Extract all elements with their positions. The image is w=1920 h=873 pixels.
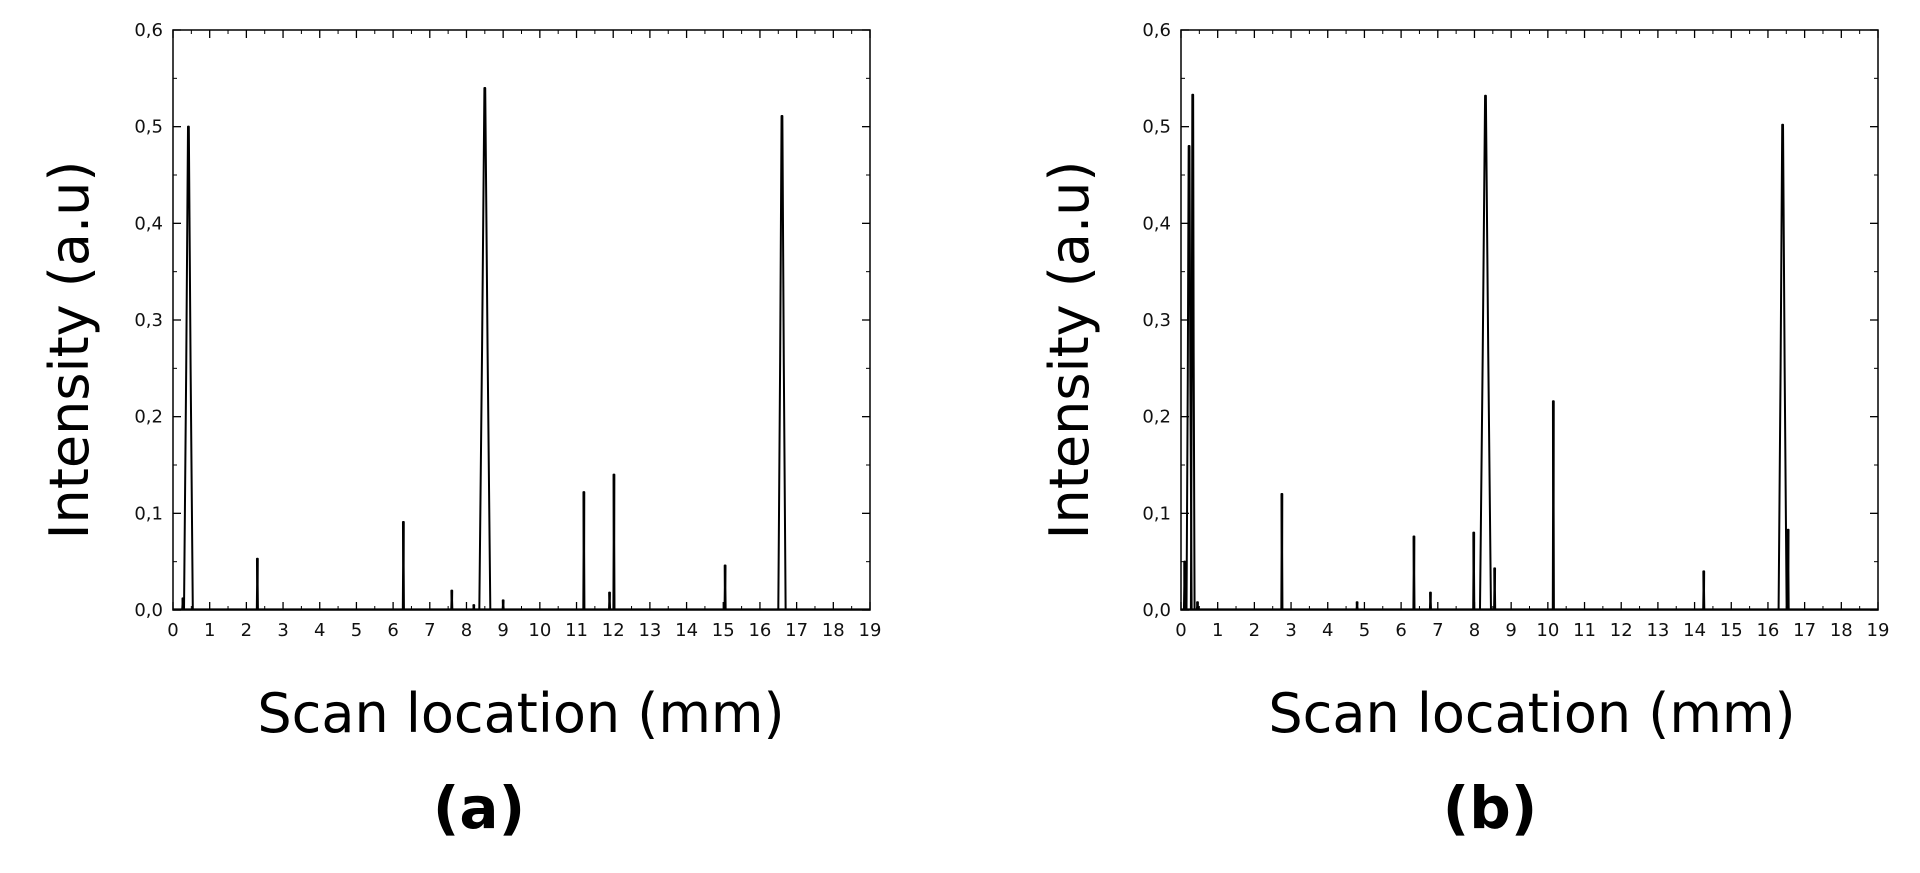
y-tick-label: 0,3 bbox=[134, 310, 163, 331]
x-tick-label: 3 bbox=[277, 620, 288, 641]
x-tick-label: 1 bbox=[204, 620, 215, 641]
y-tick-label: 0,0 bbox=[1142, 600, 1171, 621]
y-tick-label: 0,6 bbox=[1142, 20, 1171, 41]
y-axis-title-b: Intensity (a.u) bbox=[1038, 161, 1101, 540]
x-tick-label: 9 bbox=[1505, 620, 1516, 641]
panel-label-b: (b) bbox=[1443, 774, 1538, 842]
x-tick-label: 16 bbox=[1756, 620, 1779, 641]
y-tick-label: 0,1 bbox=[134, 503, 163, 524]
peak-mark bbox=[1355, 601, 1359, 611]
x-tick-label: 16 bbox=[748, 620, 771, 641]
y-tick-label: 0,2 bbox=[134, 407, 163, 428]
x-tick-label: 2 bbox=[241, 620, 252, 641]
panel-a: 0 1 2 3 4 5 6 7 8 9 10 11 12 13 14 15 16 17 18 190,00,10,20… bbox=[38, 20, 881, 842]
x-tick-label: 11 bbox=[565, 620, 588, 641]
x-axis-title-b: Scan location (mm) bbox=[1268, 682, 1795, 745]
peak-mark bbox=[1428, 591, 1432, 611]
x-tick-label: 3 bbox=[1285, 620, 1296, 641]
x-tick-label: 13 bbox=[638, 620, 661, 641]
x-tick-label: 15 bbox=[712, 620, 735, 641]
peak-mark bbox=[1493, 567, 1497, 611]
data-series-b bbox=[1181, 93, 1878, 611]
y-tick-label: 0,3 bbox=[1142, 310, 1171, 331]
x-tick-label: 6 bbox=[387, 620, 398, 641]
x-tick-label: 18 bbox=[1830, 620, 1853, 641]
y-tick-label: 0,5 bbox=[1142, 117, 1171, 138]
axis-ticks-a: 0 1 2 3 4 5 6 7 8 9 10 11 12 13 14 15 16 17 18 190,00,10,20… bbox=[134, 20, 881, 641]
x-tick-label: 5 bbox=[1359, 620, 1370, 641]
x-tick-label: 10 bbox=[528, 620, 551, 641]
peak-mark bbox=[1185, 145, 1193, 611]
y-tick-label: 0,1 bbox=[1142, 503, 1171, 524]
peak-mark bbox=[450, 589, 454, 611]
y-tick-label: 0,4 bbox=[1142, 213, 1171, 234]
plot-frame-b bbox=[1180, 29, 1879, 611]
x-tick-label: 19 bbox=[1867, 620, 1890, 641]
peak-mark bbox=[1280, 493, 1284, 611]
x-tick-label: 8 bbox=[1469, 620, 1480, 641]
x-axis-title-a: Scan location (mm) bbox=[257, 682, 784, 745]
x-tick-label: 19 bbox=[859, 620, 882, 641]
y-tick-label: 0,4 bbox=[134, 213, 163, 234]
peak-mark bbox=[501, 599, 505, 611]
x-tick-label: 13 bbox=[1646, 620, 1669, 641]
peak-mark bbox=[607, 591, 612, 611]
x-tick-label: 15 bbox=[1720, 620, 1743, 641]
panel-b: 0 1 2 3 4 5 6 7 8 9 10 11 12 13 14 15 16 17 18 190,00,10,20… bbox=[1038, 20, 1889, 842]
x-tick-label: 7 bbox=[424, 620, 435, 641]
x-tick-label: 17 bbox=[785, 620, 808, 641]
x-tick-label: 9 bbox=[497, 620, 508, 641]
peak-mark bbox=[401, 521, 405, 611]
x-tick-label: 5 bbox=[351, 620, 362, 641]
x-tick-label: 1 bbox=[1212, 620, 1223, 641]
x-tick-label: 0 bbox=[1175, 620, 1186, 641]
x-tick-label: 4 bbox=[1322, 620, 1333, 641]
peak-mark bbox=[777, 115, 787, 611]
plot-frame-a bbox=[172, 29, 871, 611]
x-tick-label: 14 bbox=[1683, 620, 1706, 641]
x-tick-label: 8 bbox=[461, 620, 472, 641]
peak-mark bbox=[1189, 93, 1196, 611]
x-tick-label: 17 bbox=[1793, 620, 1816, 641]
x-tick-label: 6 bbox=[1395, 620, 1406, 641]
peak-mark bbox=[1412, 535, 1416, 611]
peak-mark bbox=[1702, 570, 1706, 611]
data-series-a bbox=[173, 87, 870, 611]
peak-mark bbox=[582, 491, 586, 611]
peak-mark bbox=[255, 557, 259, 611]
axis-ticks-b: 0 1 2 3 4 5 6 7 8 9 10 11 12 13 14 15 16 17 18 190,00,10,20… bbox=[1142, 20, 1889, 641]
peak-mark bbox=[183, 125, 194, 611]
peak-mark bbox=[1786, 528, 1790, 611]
peak-mark bbox=[472, 604, 476, 611]
x-tick-label: 12 bbox=[1610, 620, 1633, 641]
x-tick-label: 0 bbox=[167, 620, 178, 641]
x-tick-label: 18 bbox=[822, 620, 845, 641]
x-tick-label: 4 bbox=[314, 620, 325, 641]
peak-mark bbox=[1182, 560, 1187, 611]
y-tick-label: 0,6 bbox=[134, 20, 163, 41]
x-tick-label: 12 bbox=[602, 620, 625, 641]
x-tick-label: 10 bbox=[1536, 620, 1559, 641]
y-tick-label: 0,5 bbox=[134, 117, 163, 138]
x-tick-label: 14 bbox=[675, 620, 698, 641]
peak-mark bbox=[1472, 531, 1476, 611]
peak-mark bbox=[1777, 123, 1788, 611]
x-tick-label: 2 bbox=[1249, 620, 1260, 641]
panel-label-a: (a) bbox=[433, 774, 525, 842]
y-axis-title-a: Intensity (a.u) bbox=[38, 161, 101, 540]
x-tick-label: 11 bbox=[1573, 620, 1596, 641]
peak-mark bbox=[612, 473, 616, 611]
y-tick-label: 0,0 bbox=[134, 600, 163, 621]
peak-mark bbox=[1195, 601, 1200, 611]
peak-mark bbox=[478, 87, 492, 611]
x-tick-label: 7 bbox=[1432, 620, 1443, 641]
peak-mark bbox=[1551, 400, 1555, 611]
y-tick-label: 0,2 bbox=[1142, 407, 1171, 428]
peak-mark bbox=[723, 564, 727, 611]
peak-mark bbox=[1478, 94, 1492, 611]
